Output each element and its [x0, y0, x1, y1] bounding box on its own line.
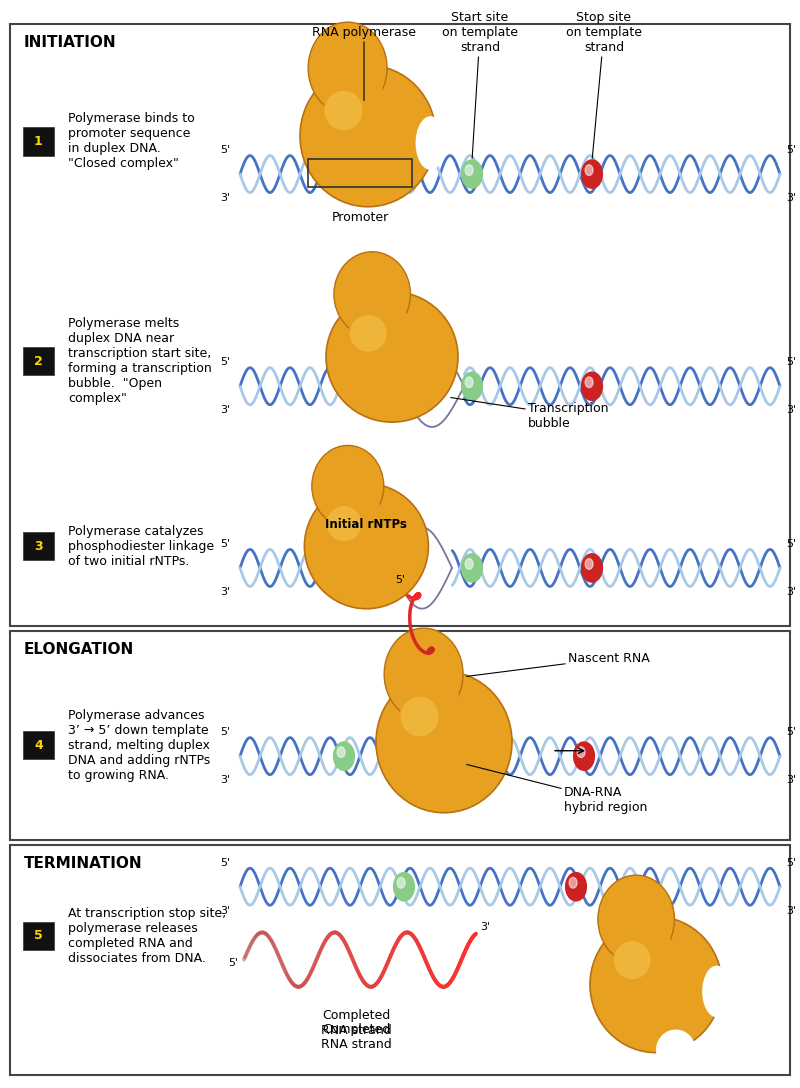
Ellipse shape [334, 251, 410, 336]
Ellipse shape [350, 316, 386, 351]
Circle shape [465, 376, 473, 387]
Text: 3': 3' [786, 775, 797, 786]
Text: 4: 4 [34, 739, 42, 752]
Ellipse shape [416, 116, 446, 170]
Text: Completed
RNA strand: Completed RNA strand [321, 1023, 391, 1051]
Ellipse shape [702, 966, 731, 1017]
Text: 3': 3' [786, 193, 797, 203]
Ellipse shape [384, 628, 463, 720]
Text: 3': 3' [480, 922, 490, 932]
Text: 5': 5' [220, 145, 230, 156]
Ellipse shape [598, 875, 674, 964]
Circle shape [394, 873, 414, 901]
Text: 5': 5' [220, 857, 230, 868]
Ellipse shape [613, 920, 673, 981]
Text: RNA polymerase: RNA polymerase [312, 26, 416, 100]
Text: Polymerase melts
duplex DNA near
transcription start site,
forming a transcripti: Polymerase melts duplex DNA near transcr… [68, 318, 212, 405]
Text: Stop site
on template
strand: Stop site on template strand [566, 11, 642, 158]
FancyBboxPatch shape [23, 922, 54, 950]
Text: Polymerase catalyzes
phosphodiester linkage
of two initial rNTPs.: Polymerase catalyzes phosphodiester link… [68, 524, 214, 568]
FancyBboxPatch shape [23, 731, 54, 759]
Text: Promoter: Promoter [331, 211, 389, 224]
Text: 2: 2 [34, 355, 42, 368]
FancyBboxPatch shape [23, 532, 54, 560]
Ellipse shape [308, 22, 387, 114]
Text: 5': 5' [786, 145, 797, 156]
Text: Polymerase advances
3’ → 5’ down template
strand, melting duplex
DNA and adding : Polymerase advances 3’ → 5’ down templat… [68, 708, 210, 782]
Text: 5': 5' [395, 574, 405, 585]
Circle shape [569, 877, 577, 888]
Text: 3': 3' [220, 405, 230, 416]
Text: 3': 3' [220, 193, 230, 203]
Ellipse shape [324, 69, 385, 133]
Circle shape [582, 372, 602, 400]
Circle shape [582, 554, 602, 582]
Circle shape [582, 160, 602, 188]
Text: 5': 5' [220, 727, 230, 738]
Ellipse shape [312, 445, 384, 527]
Text: 5': 5' [786, 357, 797, 368]
Text: INITIATION: INITIATION [24, 35, 117, 50]
Circle shape [465, 558, 473, 569]
Ellipse shape [326, 486, 382, 543]
Text: 3': 3' [786, 405, 797, 416]
Circle shape [462, 160, 482, 188]
Circle shape [462, 554, 482, 582]
FancyBboxPatch shape [23, 127, 54, 156]
Ellipse shape [305, 483, 429, 609]
Circle shape [577, 746, 585, 757]
Circle shape [334, 742, 354, 770]
Circle shape [585, 164, 593, 175]
Text: 3: 3 [34, 540, 42, 553]
Text: ELONGATION: ELONGATION [24, 642, 134, 657]
Text: 3': 3' [786, 905, 797, 916]
Text: Nascent RNA: Nascent RNA [466, 652, 650, 677]
Circle shape [462, 372, 482, 400]
Text: 5': 5' [228, 957, 238, 968]
Text: 5': 5' [786, 727, 797, 738]
Ellipse shape [326, 506, 362, 541]
Text: 3': 3' [220, 905, 230, 916]
Circle shape [585, 376, 593, 387]
FancyBboxPatch shape [10, 631, 790, 840]
Ellipse shape [401, 696, 438, 737]
FancyBboxPatch shape [10, 845, 790, 1075]
Text: 1: 1 [34, 135, 42, 148]
Text: TERMINATION: TERMINATION [24, 856, 142, 871]
Circle shape [574, 742, 594, 770]
Ellipse shape [349, 295, 409, 354]
Text: 3': 3' [220, 586, 230, 597]
Text: Polymerase binds to
promoter sequence
in duplex DNA.
"Closed complex": Polymerase binds to promoter sequence in… [68, 112, 194, 171]
Ellipse shape [590, 916, 722, 1053]
Text: At transcription stop site,
polymerase releases
completed RNA and
dissociates fr: At transcription stop site, polymerase r… [68, 906, 226, 965]
Ellipse shape [400, 675, 461, 739]
Text: DNA-RNA
hybrid region: DNA-RNA hybrid region [466, 765, 647, 814]
Text: 5': 5' [220, 357, 230, 368]
Text: 5': 5' [786, 539, 797, 549]
Text: 5': 5' [220, 539, 230, 549]
Bar [308, 159, 412, 187]
Text: 3': 3' [220, 775, 230, 786]
Circle shape [397, 877, 405, 888]
Circle shape [465, 164, 473, 175]
Circle shape [585, 558, 593, 569]
FancyBboxPatch shape [23, 347, 54, 375]
Text: Start site
on template
strand: Start site on template strand [442, 11, 518, 158]
Circle shape [566, 873, 586, 901]
Text: 5': 5' [786, 857, 797, 868]
Ellipse shape [656, 1029, 695, 1071]
Ellipse shape [325, 90, 362, 131]
Circle shape [337, 746, 345, 757]
Text: 3': 3' [786, 586, 797, 597]
Text: Initial rNTPs: Initial rNTPs [326, 518, 407, 531]
Ellipse shape [300, 65, 436, 207]
Text: Transcription
bubble: Transcription bubble [450, 397, 609, 430]
Ellipse shape [326, 292, 458, 422]
Text: 5: 5 [34, 929, 42, 942]
Ellipse shape [614, 941, 650, 979]
FancyBboxPatch shape [10, 24, 790, 626]
Text: Completed
RNA strand: Completed RNA strand [321, 1009, 391, 1037]
Ellipse shape [376, 671, 512, 813]
